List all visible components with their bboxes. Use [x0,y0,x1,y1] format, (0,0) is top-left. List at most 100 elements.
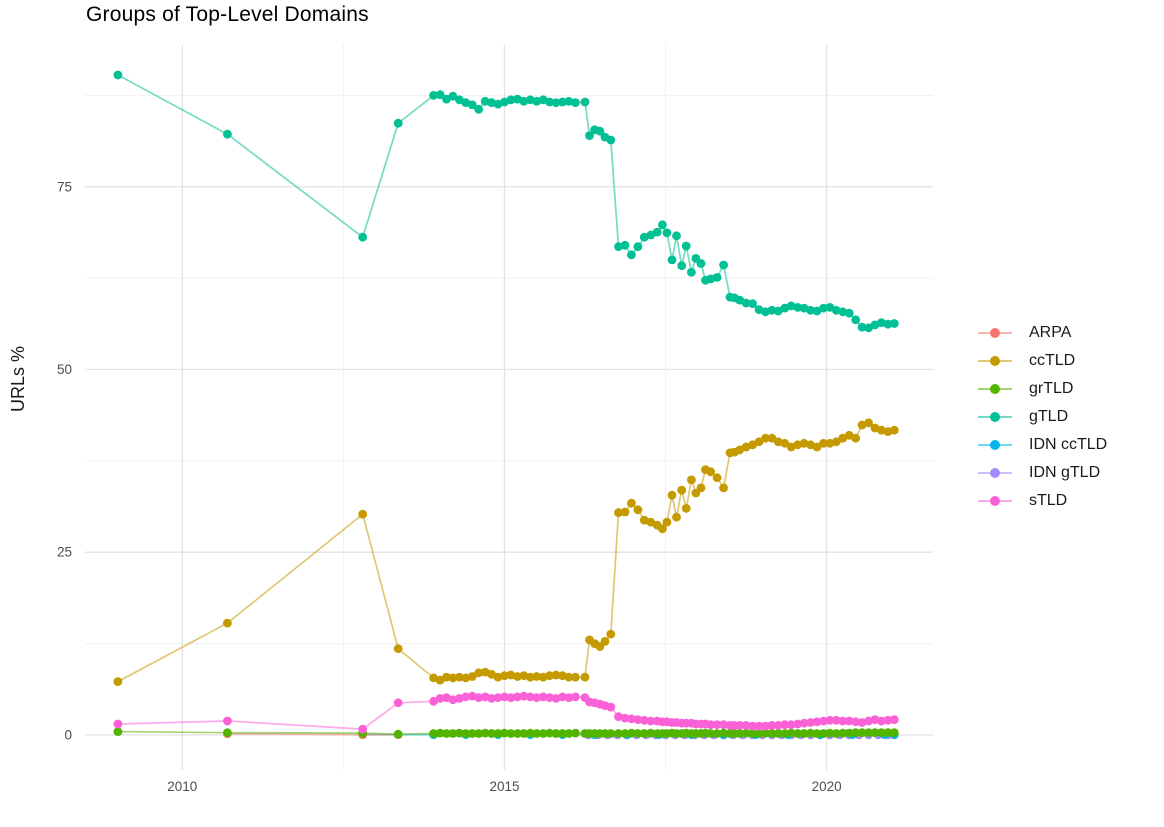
data-point [545,693,554,702]
data-point [761,721,770,731]
data-point [580,672,590,682]
data-point [799,718,809,728]
data-point [806,718,815,727]
data-point [519,729,529,738]
data-point [712,273,722,282]
data-point [506,729,516,738]
legend-key-icon [978,412,1012,422]
data-point [620,713,630,723]
data-point [480,728,490,738]
data-point [672,512,681,522]
data-point [780,729,790,738]
data-point [545,671,554,681]
data-point [358,232,368,242]
data-point [558,692,567,702]
data-point [812,442,822,452]
data-point [500,692,509,702]
data-point [877,728,886,738]
data-point [358,509,368,519]
data-point [493,729,503,738]
data-point [838,716,848,726]
data-point [719,483,728,493]
data-point [620,240,630,250]
data-point [741,728,751,738]
data-point [658,524,667,534]
data-point [614,508,623,518]
data-point [786,720,796,730]
legend-entry-cctld: ccTLD [977,347,1107,375]
data-point [786,728,796,738]
data-point [564,672,574,682]
data-point [706,729,716,738]
data-point [780,720,790,730]
data-point [571,728,580,738]
data-point [358,724,368,734]
data-point [633,505,643,515]
data-point [889,728,899,738]
data-point [525,672,535,682]
data-point [681,504,691,513]
data-point [474,729,484,738]
series-gtld [113,70,899,333]
data-point [223,728,232,738]
data-point [870,728,880,738]
data-point [844,728,854,738]
data-point [877,716,886,726]
data-point [719,260,728,270]
y-tick-label: 75 [57,179,72,194]
data-point [793,719,803,729]
data-point [580,97,590,107]
data-point [857,728,867,738]
data-point [857,322,867,332]
data-point [761,728,770,738]
data-point [506,95,516,105]
data-point [606,135,616,145]
data-point [712,720,722,730]
data-point [429,729,438,738]
x-tick-label: 2010 [167,779,197,794]
legend-key-point [990,468,1000,478]
data-point [754,721,764,731]
data-point [831,715,841,725]
data-point [571,98,580,108]
data-point [223,129,232,139]
data-point [741,298,751,308]
legend-key-icon [978,496,1012,506]
legend-label: gTLD [1029,408,1069,425]
data-point [633,715,643,724]
data-point [773,729,783,738]
data-point [652,227,662,237]
data-point [844,308,854,318]
y-tick-label: 50 [57,362,72,377]
x-tick-label: 2020 [812,779,842,794]
data-point [712,729,722,738]
data-point [672,231,681,241]
data-point [812,717,822,727]
data-point [551,98,561,108]
data-point [767,721,777,730]
data-point [538,729,548,738]
data-point [677,485,687,495]
data-point [799,729,809,738]
data-point [767,433,777,443]
legend-entry-gtld: gTLD [977,403,1107,431]
data-point [735,729,745,738]
data-point [455,728,464,738]
data-point [113,719,123,729]
series-cctld [113,418,899,686]
legend-key-point [990,384,1000,394]
data-point [487,729,496,738]
data-point [571,672,580,682]
data-point [442,729,451,738]
data-point [696,483,706,493]
data-point [677,261,687,271]
data-point [687,267,696,277]
data-point [851,315,861,325]
data-point [696,259,706,268]
data-point [393,118,403,128]
data-point [113,727,123,736]
data-point [595,126,605,136]
data-point [793,729,803,738]
data-point [545,97,554,107]
